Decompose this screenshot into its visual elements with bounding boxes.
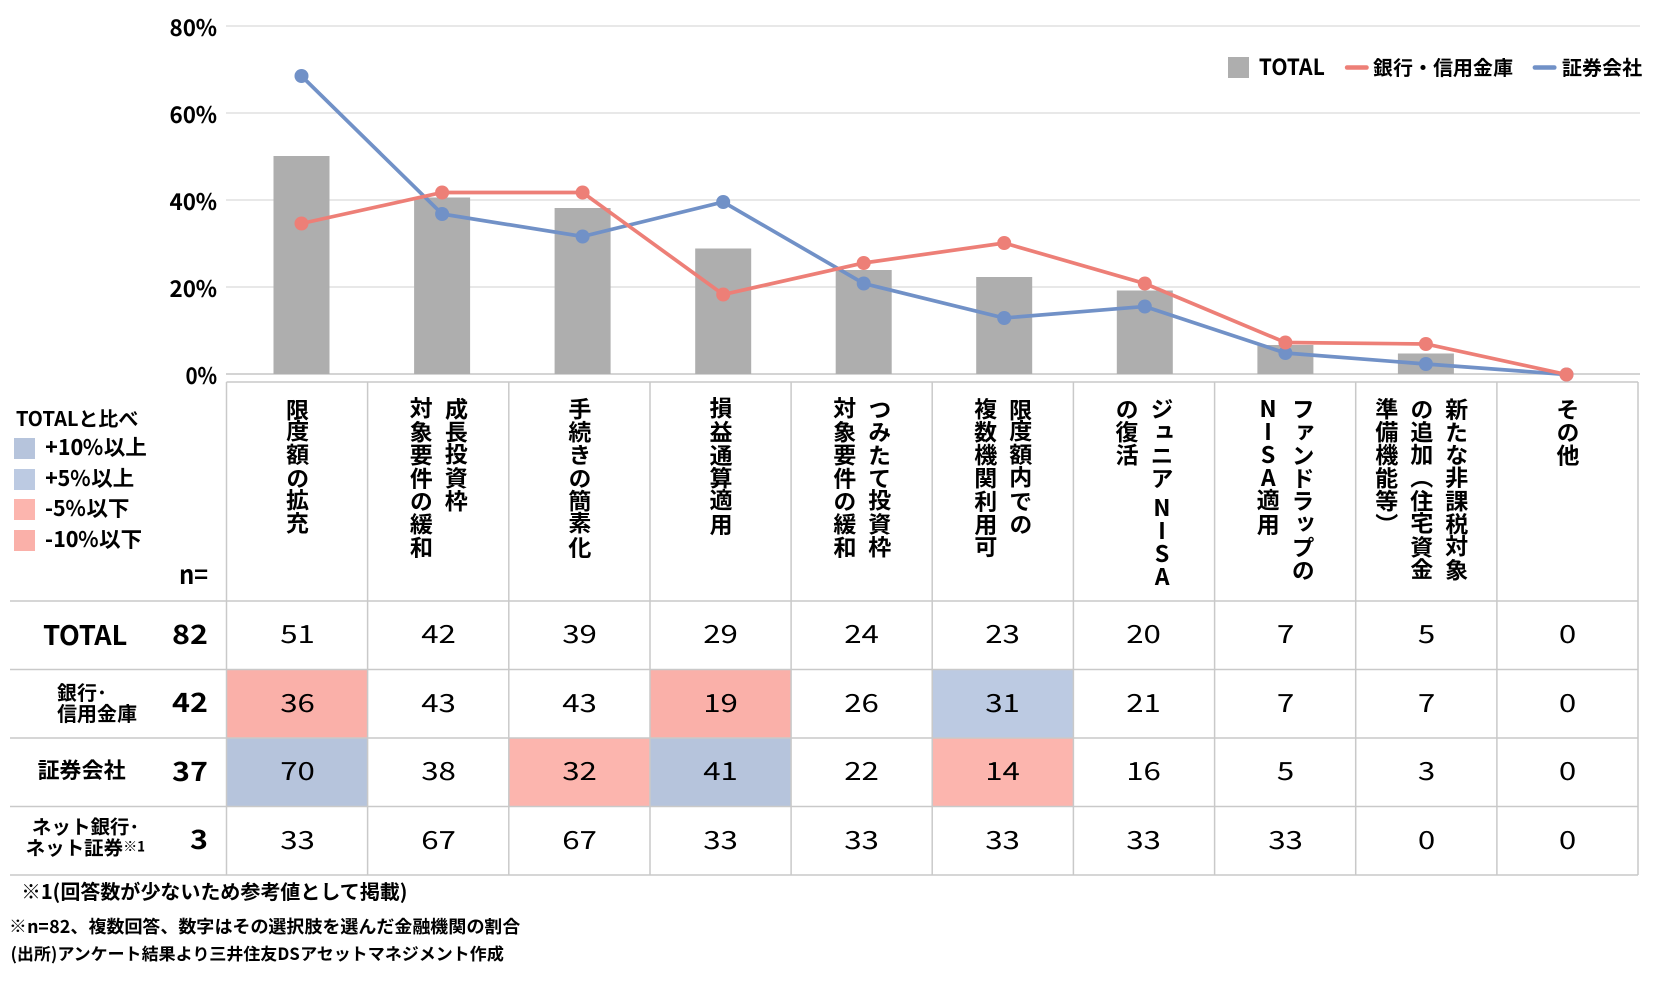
svg-text:0%: 0% <box>186 357 218 391</box>
svg-text:TOTAL: TOTAL <box>1259 50 1325 82</box>
svg-text:20%: 20% <box>170 270 218 304</box>
svg-text:証券会社: 証券会社 <box>1562 52 1642 81</box>
svg-text:60%: 60% <box>170 96 218 130</box>
svg-text:80%: 80% <box>170 9 218 43</box>
svg-text:40%: 40% <box>170 183 218 217</box>
svg-text:銀行・信用金庫: 銀行・信用金庫 <box>1373 52 1513 81</box>
